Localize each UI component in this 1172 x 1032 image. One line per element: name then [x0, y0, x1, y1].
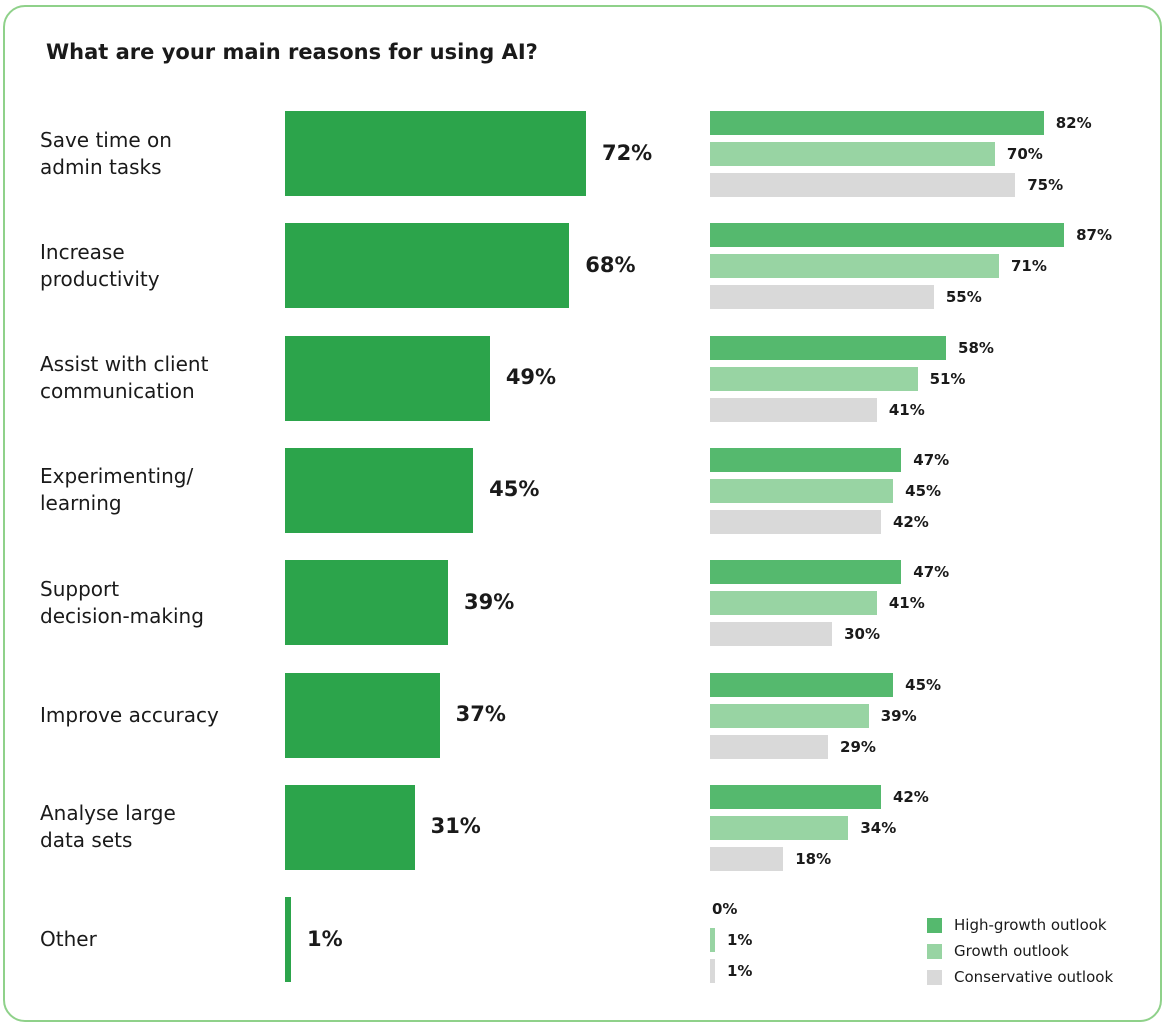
overall-bar [285, 111, 586, 196]
overall-value-label: 49% [505, 365, 557, 390]
series-bar-0 [710, 447, 902, 472]
category-label-line: Support [40, 576, 120, 601]
overall-bar [285, 897, 291, 983]
category-label-line: data sets [40, 828, 133, 853]
series-bar-1 [710, 366, 918, 391]
series-bar-2 [710, 397, 877, 422]
category-label-line: Experimenting/ [40, 464, 194, 489]
series-value-label: 0% [712, 900, 738, 919]
series-bar-1 [710, 142, 995, 166]
series-bar-1 [710, 591, 877, 616]
overall-value-label: 1% [307, 926, 343, 951]
series-value-label: 71% [1010, 257, 1047, 276]
overall-bar [285, 335, 490, 421]
category-label: Assist with client communication [40, 336, 270, 421]
series-bar-2 [710, 734, 829, 759]
series-value-label: 51% [929, 369, 966, 388]
series-value-label: 42% [892, 512, 929, 531]
series-value-label: 87% [1076, 226, 1112, 245]
series-value-label: 45% [905, 481, 942, 500]
overall-value-label: 39% [464, 589, 515, 614]
series-value-label: 39% [880, 706, 917, 725]
series-value-label: 47% [913, 563, 950, 582]
series-bar-2 [710, 285, 934, 310]
series-bar-1 [710, 703, 869, 728]
category-label-line: decision-making [40, 603, 204, 628]
category-label: Other [40, 897, 270, 982]
series-value-label: 75% [1027, 176, 1064, 194]
overall-value-label: 37% [455, 702, 506, 726]
category-label: Experimenting/learning [40, 448, 270, 533]
series-value-label: 41% [888, 400, 925, 419]
category-label-line: communication [40, 379, 195, 404]
category-label-line: Analyse large [40, 801, 176, 826]
series-bar-0 [710, 560, 902, 585]
legend-label-high-growth: High-growth outlook [954, 916, 1107, 934]
series-value-label: 34% [860, 818, 897, 837]
legend-label-growth: Growth outlook [954, 942, 1069, 960]
legend-swatch-conservative [927, 969, 942, 985]
series-value-label: 1% [727, 962, 753, 981]
series-bar-0 [710, 672, 894, 697]
series-value-label: 41% [888, 594, 925, 613]
overall-bar [285, 784, 415, 870]
series-value-label: 47% [913, 450, 950, 469]
category-label-line: admin tasks [40, 154, 162, 179]
category-label-line: Other [40, 927, 97, 952]
series-value-label: 55% [945, 288, 982, 307]
overall-value-label: 45% [489, 477, 540, 502]
legend: High-growth outlook Growth outlook Conse… [927, 912, 1113, 990]
series-bar-1 [710, 478, 894, 503]
category-label-line: Save time on [40, 127, 172, 152]
series-value-label: 70% [1006, 145, 1043, 163]
overall-bar [285, 223, 570, 309]
series-bar-0 [710, 111, 1044, 135]
series-bar-2 [710, 173, 1016, 197]
series-value-label: 42% [892, 787, 929, 806]
series-bar-1 [710, 815, 849, 840]
category-label: Improve accuracy [40, 673, 270, 758]
category-label-line: learning [40, 491, 122, 516]
category-label-line: Improve accuracy [40, 702, 219, 727]
series-bar-0 [710, 223, 1065, 248]
series-value-label: 1% [727, 931, 753, 950]
series-value-label: 30% [844, 625, 880, 644]
series-bar-2 [710, 622, 833, 647]
series-bar-1 [710, 928, 715, 953]
series-bar-2 [710, 509, 881, 534]
category-label-line: productivity [40, 266, 160, 291]
series-bar-0 [710, 784, 881, 809]
series-bar-2 [710, 846, 784, 871]
series-value-label: 58% [958, 338, 994, 357]
category-label-line: Assist with client [40, 352, 209, 377]
overall-bar [285, 560, 449, 646]
series-value-label: 82% [1055, 114, 1092, 132]
series-bar-1 [710, 254, 999, 279]
category-label: Save time on admin tasks [40, 111, 270, 196]
category-label: Increase productivity [40, 223, 270, 308]
legend-item-high-growth: High-growth outlook [927, 912, 1113, 938]
legend-label-conservative: Conservative outlook [954, 968, 1114, 986]
overall-value-label: 68% [585, 252, 636, 277]
series-bar-2 [710, 959, 715, 984]
legend-item-conservative: Conservative outlook [927, 964, 1113, 990]
series-bar-0 [710, 335, 947, 360]
chart-title: What are your main reasons for using AI? [46, 40, 538, 64]
legend-swatch-growth [927, 943, 942, 959]
legend-swatch-high-growth [927, 917, 942, 933]
series-value-label: 29% [840, 737, 876, 756]
category-label-line: Increase [40, 239, 125, 264]
overall-value-label: 72% [601, 140, 653, 165]
series-value-label: 45% [905, 675, 942, 694]
series-value-label: 18% [795, 849, 832, 868]
overall-bar [285, 447, 474, 533]
overall-bar [285, 672, 440, 758]
overall-value-label: 31% [430, 814, 481, 839]
category-label: Analyse large data sets [40, 785, 270, 870]
legend-item-growth: Growth outlook [927, 938, 1113, 964]
category-label: Support decision-making [40, 560, 270, 645]
